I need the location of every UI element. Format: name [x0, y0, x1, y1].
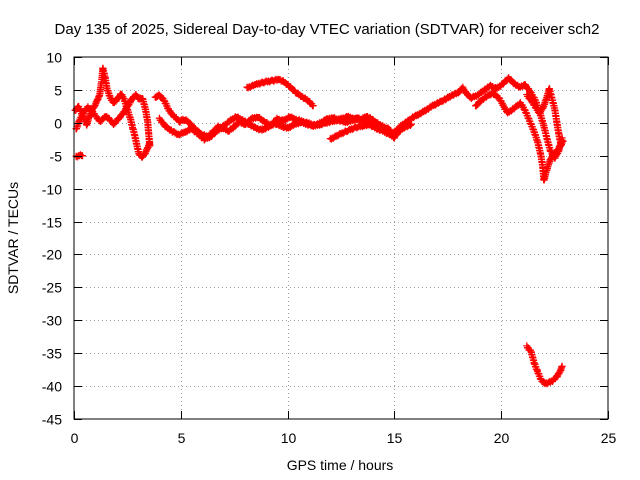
- y-tick-label: -30: [42, 313, 62, 329]
- data-point: [146, 142, 154, 150]
- plot-frame: [73, 56, 609, 420]
- y-tick-label: -5: [50, 149, 63, 165]
- x-tick-label: 10: [281, 430, 297, 446]
- data-point: [557, 141, 565, 149]
- x-tick-label: 20: [494, 430, 510, 446]
- x-tick-label: 0: [71, 430, 79, 446]
- y-tick-label: -45: [42, 412, 62, 428]
- data-point: [558, 362, 566, 370]
- y-tick-label: 10: [46, 50, 62, 66]
- data-point: [386, 126, 394, 134]
- data-points: [71, 64, 567, 388]
- y-tick-label: -35: [42, 346, 62, 362]
- chart-title: Day 135 of 2025, Sidereal Day-to-day VTE…: [55, 21, 600, 38]
- data-point: [79, 152, 86, 160]
- x-axis-label: GPS time / hours: [287, 457, 394, 473]
- data-point: [408, 120, 415, 128]
- y-tick-label: -40: [42, 379, 62, 395]
- data-point: [385, 125, 393, 133]
- y-tick-label: -25: [42, 280, 62, 296]
- y-tick-label: 0: [54, 116, 62, 132]
- x-tick-label: 25: [601, 430, 617, 446]
- y-axis-label: SDTVAR / TECUs: [5, 182, 21, 294]
- data-point: [554, 146, 562, 154]
- grid-lines: [74, 57, 608, 419]
- y-tick-label: -20: [42, 247, 62, 263]
- data-point: [406, 122, 414, 129]
- y-tick-label: -10: [42, 182, 62, 198]
- y-tick-label: 5: [54, 83, 62, 99]
- data-point: [309, 102, 317, 110]
- x-tick-label: 5: [178, 430, 186, 446]
- x-tick-label: 15: [387, 430, 403, 446]
- axis-ticks: 10 5 0 -5 -10 -15 -20 -25 -30 -35 -40 -45 0 5 10 15 20 25: [42, 50, 617, 447]
- y-tick-label: -15: [42, 215, 62, 231]
